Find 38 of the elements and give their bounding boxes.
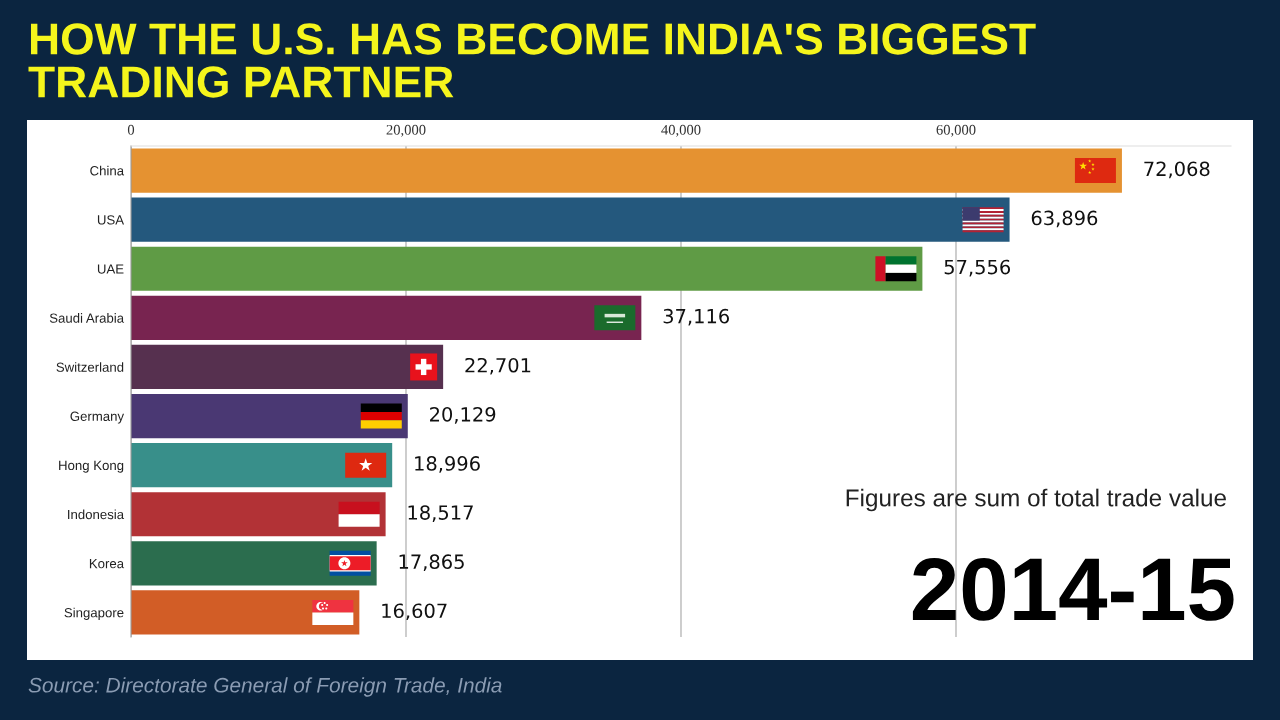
- data-label: 18,996: [415, 456, 480, 473]
- y-tick-label: Korea: [89, 559, 125, 569]
- bar: [131, 393, 408, 439]
- bar: [131, 590, 360, 635]
- data-label: 18,517: [408, 505, 473, 522]
- bar: [131, 541, 377, 586]
- y-tick-label: China: [90, 165, 125, 176]
- x-tick-label: 40,000: [661, 124, 701, 137]
- x-tick-label: 60,000: [936, 124, 976, 137]
- data-label: 72,068: [1144, 161, 1210, 179]
- data-label: 17,865: [399, 554, 464, 571]
- x-tick-label: 20,000: [386, 124, 426, 137]
- bar: [131, 148, 1122, 193]
- y-tick-label: USA: [97, 215, 125, 225]
- bar: [131, 492, 386, 537]
- data-label: 37,116: [663, 308, 729, 326]
- y-tick-label: Hong Kong: [59, 460, 124, 473]
- data-label: 57,556: [944, 259, 1011, 277]
- x-tick-label: 0: [127, 124, 135, 135]
- data-label: 63,896: [1031, 210, 1098, 228]
- bar: [131, 344, 444, 390]
- bar: [131, 295, 642, 340]
- y-tick-label: Switzerland: [56, 362, 124, 372]
- annotation: 2014-15: [912, 557, 1234, 621]
- data-label: 22,701: [465, 357, 531, 375]
- data-label: 16,607: [382, 603, 447, 621]
- y-tick-label: Singapore: [64, 607, 124, 620]
- bar: [131, 246, 923, 291]
- annotation: Figures are sum of total trade value: [846, 488, 1226, 512]
- data-label: 20,129: [430, 406, 496, 424]
- chart-title: HOW THE U.S. HAS BECOME INDIA'S BIGGEST TRADING PARTNER: [28, 23, 1036, 98]
- y-tick-label: Saudi Arabia: [49, 313, 125, 323]
- bar: [131, 443, 393, 488]
- y-tick-label: Indonesia: [68, 509, 125, 520]
- y-tick-label: Germany: [70, 411, 125, 424]
- y-tick-label: UAE: [97, 264, 124, 274]
- source-note: Source: Directorate General of Foreign Trade, India: [28, 677, 502, 697]
- bar: [131, 197, 1010, 242]
